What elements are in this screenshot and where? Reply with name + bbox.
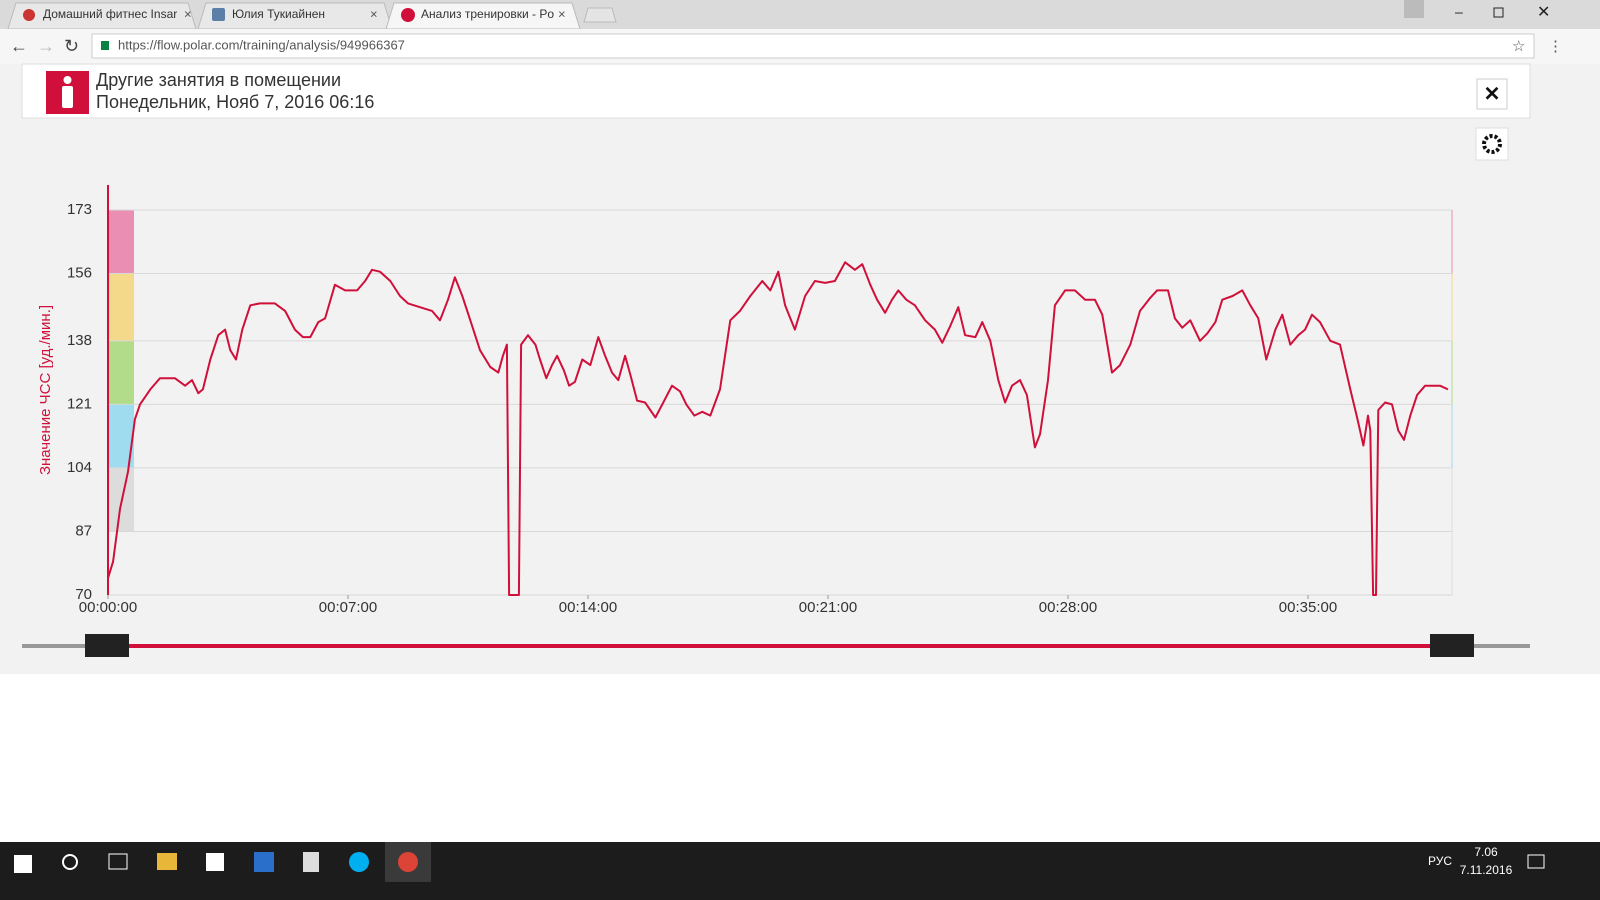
tab-icon [401, 8, 415, 22]
taskbar [0, 842, 1600, 900]
slider-handle[interactable] [1430, 634, 1474, 657]
clock-date[interactable]: 7.11.2016 [1460, 863, 1513, 877]
lock-icon [101, 41, 109, 50]
hr-line [107, 261, 1449, 596]
y-tick-label: 70 [75, 586, 92, 603]
header-card [21, 63, 1531, 119]
tab-icon [212, 8, 225, 21]
tab-title: Анализ тренировки - Po [421, 7, 554, 21]
tab-close[interactable]: × [184, 6, 192, 21]
omnibox[interactable] [91, 33, 1535, 59]
tab-close[interactable]: × [370, 6, 378, 21]
plot-area [107, 209, 1453, 596]
menu[interactable]: ⋮ [1548, 38, 1563, 55]
settings-icon [1482, 134, 1502, 154]
back[interactable]: ← [10, 36, 28, 56]
tab-close[interactable]: × [558, 6, 566, 21]
y-tick-label: 156 [67, 265, 92, 282]
reload[interactable]: ↻ [64, 36, 79, 56]
explorer[interactable] [157, 853, 177, 870]
tab-icon [23, 9, 35, 21]
settings-button[interactable] [1475, 127, 1509, 161]
skype[interactable] [349, 852, 369, 872]
bookmark-star[interactable]: ☆ [1512, 38, 1525, 55]
clock-time[interactable]: 7.06 [1474, 845, 1498, 859]
y-tick-label: 87 [75, 522, 92, 539]
y-tick-label: 138 [67, 332, 92, 349]
x-tick-label: 00:28:00 [1039, 599, 1097, 616]
sport-icon-body [62, 86, 73, 108]
search-button[interactable] [62, 854, 78, 870]
x-tick-label: 00:14:00 [559, 599, 617, 616]
language[interactable]: РУС [1428, 854, 1452, 868]
minimize[interactable]: – [1455, 4, 1463, 20]
x-tick-label: 00:00:00 [79, 599, 137, 616]
y-axis-label: Значение ЧСС [уд./мин.] [37, 305, 54, 475]
x-tick-label: 00:21:00 [799, 599, 857, 616]
header-title: Другие занятия в помещении [96, 70, 341, 90]
x-tick-label: 00:07:00 [319, 599, 377, 616]
chrome[interactable] [398, 852, 418, 872]
store[interactable] [206, 853, 224, 871]
y-tick-label: 104 [67, 459, 92, 476]
header-subtitle: Понедельник, Нояб 7, 2016 06:16 [96, 92, 374, 112]
task-view[interactable] [108, 853, 128, 870]
hr-zone [108, 273, 134, 341]
close-button[interactable] [1476, 78, 1508, 110]
y-tick-label: 121 [67, 395, 92, 412]
chart: 70 87 104 121 138 156 173 00:00:00 00:07:00 00:14… [67, 185, 1453, 616]
defender[interactable] [254, 852, 274, 872]
close-window[interactable]: ✕ [1537, 4, 1550, 21]
new-tab[interactable] [583, 7, 617, 23]
x-tick-label: 00:35:00 [1279, 599, 1337, 616]
tab-title: Юлия Тукиайнен [232, 7, 325, 21]
hr-zone [108, 340, 134, 405]
start-button[interactable] [14, 855, 32, 873]
notifications[interactable] [1527, 854, 1545, 869]
restore[interactable] [1493, 7, 1504, 18]
calculator[interactable] [303, 852, 319, 872]
y-tick-label: 173 [67, 201, 92, 218]
url: https://flow.polar.com/training/analysis… [118, 37, 405, 52]
slider-handle[interactable] [85, 634, 129, 657]
hr-zone [108, 210, 134, 274]
profile-button[interactable] [1404, 0, 1424, 18]
sport-icon-head [63, 76, 72, 84]
tab-title: Домашний фитнес Insar [43, 7, 177, 21]
forward[interactable]: → [37, 36, 55, 56]
close-icon: ✕ [1484, 83, 1501, 105]
